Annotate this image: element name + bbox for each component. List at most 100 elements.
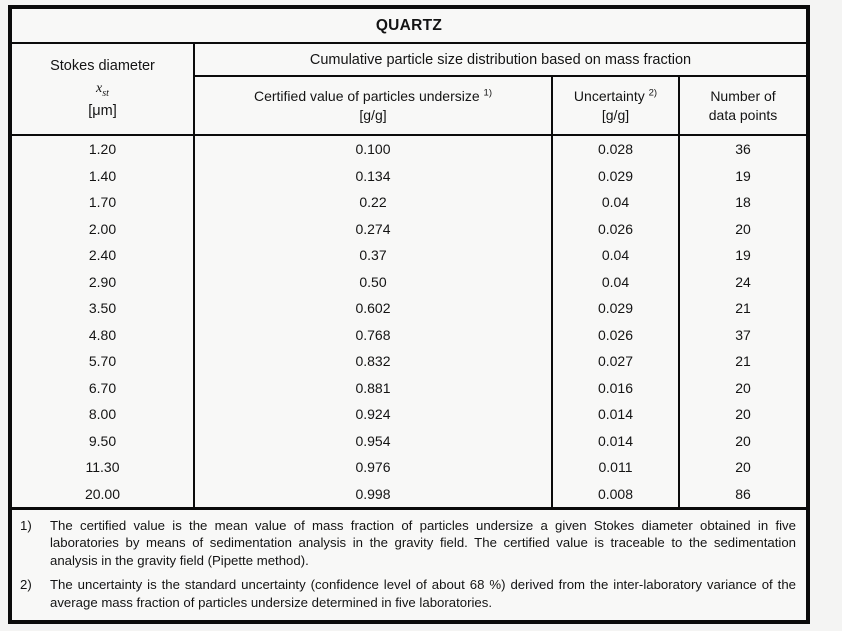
cell-uncertainty: 0.014 [552,427,680,454]
cell-data-points: 21 [735,300,751,317]
footnote-1-marker: 1) [20,518,32,533]
uncertainty-unit: [g/g] [601,106,630,123]
footnote-2-marker: 2) [20,577,32,593]
cell-certified-value: 0.768 [194,321,553,348]
table-row: 11.30 0.976 0.011 20 [12,454,806,481]
data-points-label-line2: data points [708,106,778,123]
cell-stokes-diameter: 9.50 [12,427,195,454]
cell-data-points: 19 [735,247,751,264]
cell-uncertainty: 0.026 [552,321,680,348]
cell-certified-value: 0.100 [194,135,553,163]
cell-certified-value: 0.832 [194,348,553,375]
cell-stokes-diameter: 1.70 [12,189,195,216]
cell-uncertainty: 0.027 [552,348,680,375]
certified-value-unit: [g/g] [359,106,387,123]
cell-data-points: 20 [735,406,751,423]
cell-uncertainty: 0.029 [552,295,680,322]
uncertainty-label: Uncertainty [573,87,645,104]
data-points-label-line1: Number of [710,87,776,104]
uncertainty-header: Uncertainty 2) [g/g] [552,76,680,136]
cell-certified-value: 0.954 [194,427,553,454]
cell-data-points: 37 [735,326,751,343]
table-body: 1.20 0.100 0.028 36 1.40 0.134 0.029 19 1.70 0.22… [12,135,806,509]
cell-stokes-diameter: 2.90 [12,268,195,295]
cell-stokes-diameter: 4.80 [12,321,195,348]
table-row: 4.80 0.768 0.026 37 [12,321,806,348]
cell-uncertainty: 0.04 [552,268,680,295]
cell-certified-value: 0.976 [194,454,553,481]
cell-stokes-diameter: 2.40 [12,242,195,269]
particle-size-table: QUARTZ Stokes diameter xst [μm] Cumulati… [12,9,806,621]
table-row: 3.50 0.602 0.029 21 [12,295,806,322]
footnotes-section: 1) The certified value is the mean value… [12,507,806,621]
cell-stokes-diameter: 8.00 [12,401,195,428]
stokes-header-label: Stokes diameter [50,57,155,74]
cell-certified-value: 0.998 [194,480,553,509]
cell-data-points: 24 [735,273,751,290]
table-row: 2.40 0.37 0.04 19 [12,242,806,269]
cell-uncertainty: 0.04 [552,242,680,269]
footnote-2-text: The uncertainty is the standard uncertai… [50,577,796,610]
table-row: 1.40 0.134 0.029 19 [12,162,806,189]
cell-certified-value: 0.881 [194,374,553,401]
stokes-symbol: xst [96,80,109,99]
table-row: 1.70 0.22 0.04 18 [12,189,806,216]
cell-certified-value: 0.602 [194,295,553,322]
title-row: QUARTZ [12,9,806,44]
cell-stokes-diameter: 5.70 [12,348,195,375]
table-row: 9.50 0.954 0.014 20 [12,427,806,454]
cell-stokes-diameter: 2.00 [12,215,195,242]
cell-uncertainty: 0.011 [552,454,680,481]
table-row: 2.90 0.50 0.04 24 [12,268,806,295]
cell-certified-value: 0.37 [194,242,553,269]
cell-stokes-diameter: 6.70 [12,374,195,401]
footnote-ref-2: 2) [648,86,658,98]
cell-data-points: 20 [735,220,751,237]
cell-stokes-diameter: 1.20 [12,135,195,163]
cell-stokes-diameter: 3.50 [12,295,195,322]
data-points-header: Number of data points [679,76,806,136]
cell-stokes-diameter: 20.00 [12,480,195,509]
footnote-1-text: The certified value is the mean value of… [50,518,796,568]
certified-value-label: Certified value of particles undersize [253,87,480,104]
table-row: 20.00 0.998 0.008 86 [12,480,806,509]
stokes-diameter-header: Stokes diameter xst [μm] [12,43,195,136]
table-row: 5.70 0.832 0.027 21 [12,348,806,375]
footnote-2: 2) The uncertainty is the standard uncer… [20,576,796,611]
cell-uncertainty: 0.028 [552,135,680,163]
stokes-unit: [μm] [88,103,117,120]
cell-uncertainty: 0.014 [552,401,680,428]
footnote-ref-1: 1) [483,86,492,98]
footnote-1: 1) The certified value is the mean value… [20,517,796,569]
cell-data-points: 20 [735,459,751,476]
cell-certified-value: 0.274 [194,215,553,242]
cell-uncertainty: 0.026 [552,215,680,242]
table-row: 1.20 0.100 0.028 36 [12,135,806,163]
table-row: 6.70 0.881 0.016 20 [12,374,806,401]
cell-stokes-diameter: 11.30 [12,454,195,481]
certified-value-header: Certified value of particles undersize 1… [194,76,553,136]
cell-certified-value: 0.50 [194,268,553,295]
quartz-data-table: QUARTZ Stokes diameter xst [μm] Cumulati… [8,5,810,625]
cell-certified-value: 0.134 [194,162,553,189]
table-row: 2.00 0.274 0.026 20 [12,215,806,242]
cell-uncertainty: 0.016 [552,374,680,401]
cell-certified-value: 0.924 [194,401,553,428]
cell-stokes-diameter: 1.40 [12,162,195,189]
cell-data-points: 20 [735,432,751,449]
footnotes-row: 1) The certified value is the mean value… [12,507,806,621]
cell-data-points: 19 [735,167,751,184]
cell-data-points: 36 [735,141,751,158]
cell-uncertainty: 0.008 [552,480,680,509]
table-row: 8.00 0.924 0.014 20 [12,401,806,428]
cell-uncertainty: 0.029 [552,162,680,189]
cell-data-points: 18 [735,194,751,211]
cumulative-distribution-header: Cumulative particle size distribution ba… [194,43,806,77]
cell-uncertainty: 0.04 [552,189,680,216]
cell-certified-value: 0.22 [194,189,553,216]
group-header-row: Stokes diameter xst [μm] Cumulative part… [12,43,806,136]
cell-data-points: 86 [735,485,751,502]
table-title: QUARTZ [12,9,806,44]
cell-data-points: 20 [735,379,751,396]
cell-data-points: 21 [735,353,751,370]
